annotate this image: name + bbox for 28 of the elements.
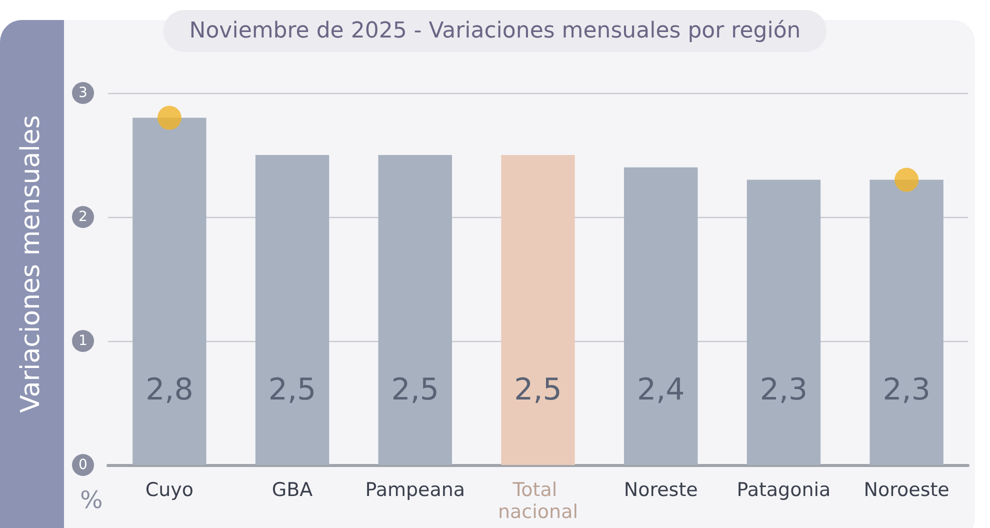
- x-tick-label: Pampeana: [365, 479, 466, 501]
- bar: [870, 180, 944, 465]
- x-tick-label: Total nacional: [498, 479, 578, 523]
- bar: [378, 155, 452, 465]
- y-tick-label: 3: [78, 85, 88, 101]
- y-tick-label: 1: [78, 333, 88, 349]
- data-label: 2,5: [514, 372, 562, 408]
- x-tick-label: Noreste: [624, 479, 698, 501]
- text: %: [80, 486, 103, 514]
- bar: [501, 155, 575, 465]
- data-label: 2,5: [268, 372, 316, 408]
- x-tick-label: GBA: [272, 479, 313, 501]
- x-tick-label: Patagonia: [736, 479, 831, 501]
- data-label: 2,8: [146, 372, 194, 408]
- x-tick-label: Noroeste: [864, 479, 950, 501]
- data-label: 2,3: [882, 372, 930, 408]
- chart-title: Noviembre de 2025 - Variaciones mensuales por región: [189, 18, 801, 44]
- bar: [746, 180, 821, 465]
- y-axis-title: Variaciones mensuales: [16, 115, 46, 413]
- data-label: 2,4: [637, 372, 685, 408]
- bar: [624, 167, 698, 465]
- bar: [255, 155, 330, 465]
- data-label: 2,3: [760, 372, 808, 408]
- x-tick-label: Cuyo: [145, 479, 194, 501]
- bar: [132, 118, 206, 465]
- y-tick-label: 2: [78, 209, 88, 225]
- data-label: 2,5: [391, 372, 439, 408]
- y-tick-label: 0: [78, 457, 88, 473]
